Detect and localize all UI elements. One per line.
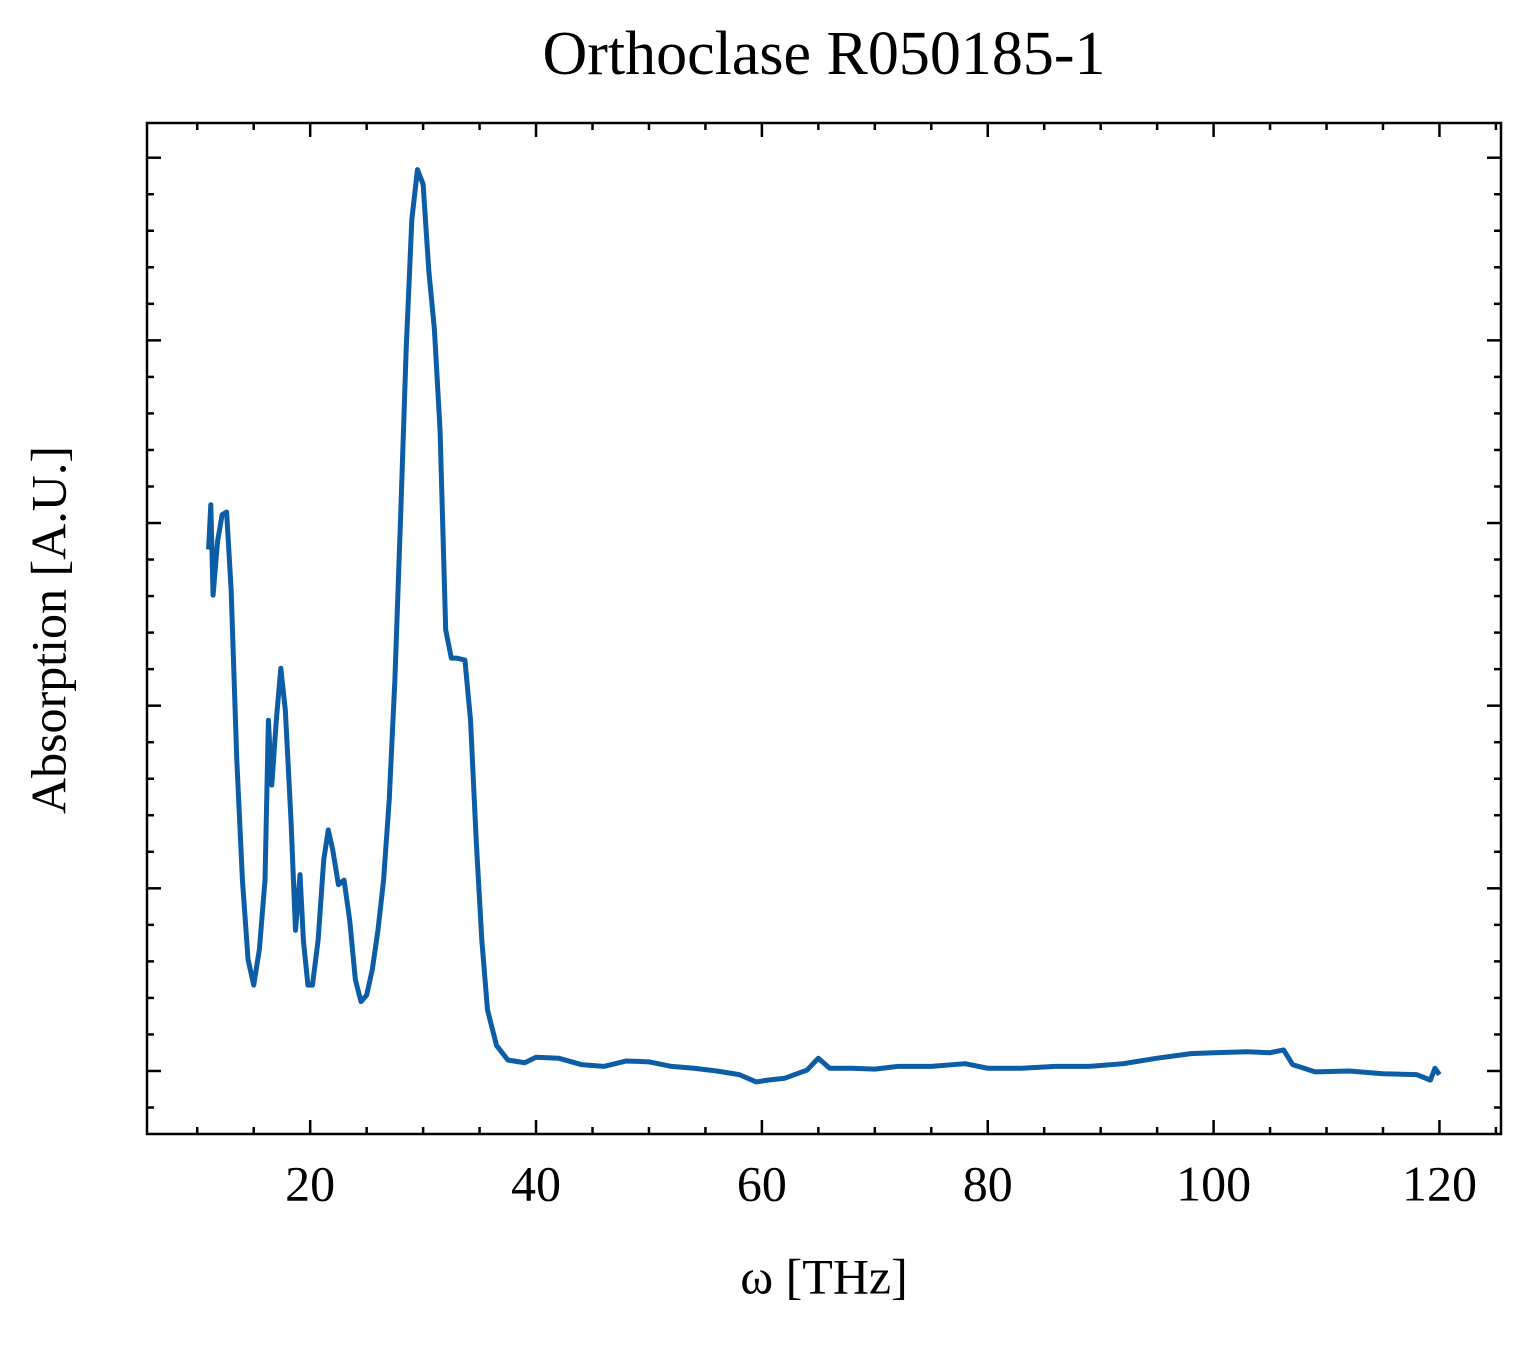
x-tick-label: 80 (963, 1155, 1013, 1211)
y-axis-label: Absorption [A.U.] (20, 446, 76, 814)
x-tick-label: 120 (1402, 1155, 1477, 1211)
chart-title: Orthoclase R050185-1 (542, 20, 1105, 88)
x-axis-label: ω [THz] (740, 1248, 908, 1304)
data-line (206, 167, 1442, 1085)
x-tick-label: 100 (1176, 1155, 1251, 1211)
plot-frame (145, 121, 1503, 1136)
x-tick-label: 20 (285, 1155, 335, 1211)
x-tick-label: 40 (511, 1155, 561, 1211)
x-tick-label: 60 (737, 1155, 787, 1211)
